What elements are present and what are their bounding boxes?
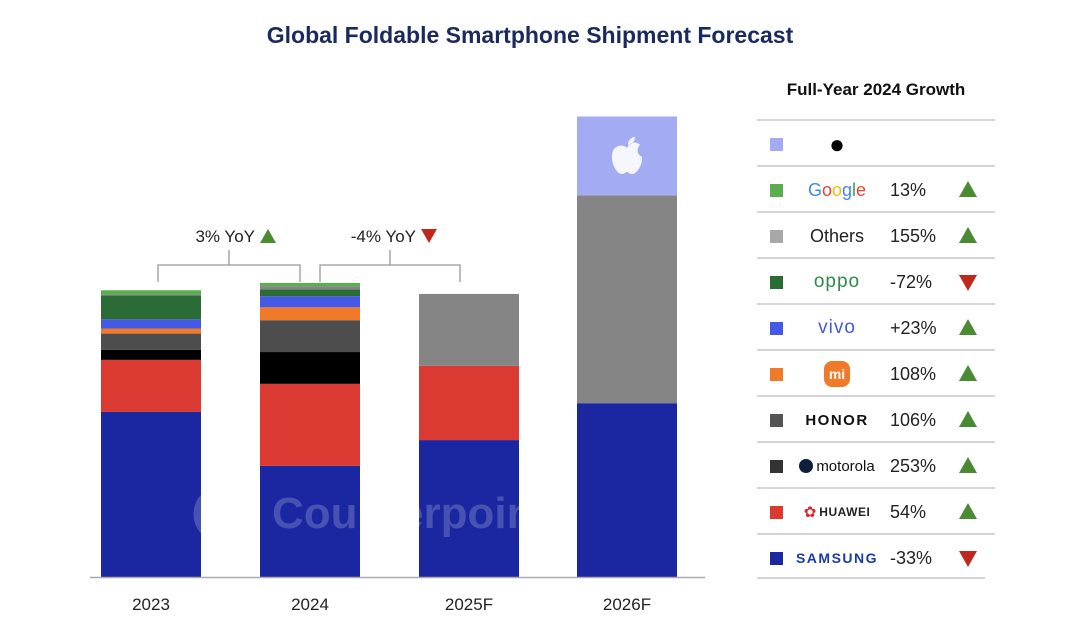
legend-swatch	[770, 138, 783, 151]
bar-segment-xiaomi-2024	[260, 307, 360, 321]
growth-row-others: Others 155%	[757, 211, 995, 259]
growth-value: 106%	[890, 410, 937, 430]
legend-swatch	[770, 276, 783, 289]
bar-segment-honor-2024	[260, 320, 360, 353]
bar-segment-huawei-2023	[101, 359, 201, 412]
growth-value: 253%	[890, 456, 937, 476]
bar-segment-samsung-2023	[101, 411, 201, 577]
x-tick-label-2023: 2023	[132, 595, 170, 614]
growth-row-mi: mi 108%	[757, 349, 995, 397]
arrow-up-icon	[959, 365, 977, 381]
brand-logo-google: Google	[807, 179, 867, 200]
arrow-down-icon	[959, 551, 977, 567]
brand-logo-huawei: ✿ HUAWEI	[803, 504, 871, 521]
arrow-up-icon	[959, 457, 977, 473]
watermark-logo-icon	[193, 485, 251, 543]
bar-segment-huawei-2025f	[419, 365, 519, 441]
arrow-up-icon	[959, 319, 977, 335]
legend-swatch	[770, 322, 783, 335]
bar-segment-xiaomi-2023	[101, 328, 201, 334]
yoy-label: 3% YoY	[195, 227, 255, 246]
x-tick-label-2025f: 2025F	[445, 595, 493, 614]
growth-value: -33%	[890, 548, 933, 568]
bar-segment-others-2026f	[577, 195, 677, 404]
brand-logo-honor: HONOR	[805, 411, 869, 429]
legend-swatch	[770, 506, 783, 519]
arrow-up-icon	[959, 503, 977, 519]
growth-value: 155%	[890, 226, 937, 246]
brand-logo-others: Others	[797, 213, 877, 259]
bar-segment-motorola-2023	[101, 349, 201, 360]
bar-segment-samsung-2026f	[577, 403, 677, 577]
brand-logo-oppo: oppo	[813, 271, 861, 292]
bar-segment-others-2025f	[419, 293, 519, 366]
bar-segment-vivo-2024	[260, 296, 360, 308]
legend-swatch	[770, 230, 783, 243]
legend-swatch	[770, 552, 783, 565]
growth-row-motorola: motorola 253%	[757, 441, 995, 489]
growth-row-huawei: ✿ HUAWEI 54%	[757, 487, 995, 535]
arrow-down-icon	[959, 275, 977, 291]
bar-segment-google-2023	[101, 290, 201, 295]
bar-segment-samsung-2024	[260, 465, 360, 577]
yoy-bracket	[319, 250, 461, 282]
brand-logo-mi: mi	[797, 351, 877, 397]
growth-row-honor: HONOR 106%	[757, 395, 995, 443]
brand-logo-motorola: motorola	[797, 443, 877, 489]
growth-value: +23%	[890, 318, 937, 338]
yoy-bracket	[157, 250, 301, 282]
bar-segment-oppo-2024	[260, 289, 360, 297]
brand-logo-apple: ●	[797, 121, 877, 167]
bar-segment-vivo-2023	[101, 319, 201, 329]
growth-value: 13%	[890, 180, 927, 200]
growth-row-samsung: SAMSUNG -33%	[757, 533, 995, 581]
bar-segment-motorola-2024	[260, 352, 360, 384]
x-tick-label-2024: 2024	[291, 595, 329, 614]
bar-segment-honor-2023	[101, 333, 201, 350]
arrow-up-icon	[260, 229, 276, 243]
brand-logo-vivo: vivo	[818, 317, 856, 338]
growth-row-apple: ●	[757, 119, 995, 167]
growth-row-vivo: vivo +23%	[757, 303, 995, 351]
growth-table-title: Full-Year 2024 Growth	[786, 80, 966, 99]
bar-segment-others-2024	[260, 286, 360, 290]
arrow-up-icon	[959, 227, 977, 243]
legend-swatch	[770, 184, 783, 197]
apple-logo-icon: ●	[829, 128, 845, 159]
arrow-up-icon	[959, 411, 977, 427]
x-tick-label-2026f: 2026F	[603, 595, 651, 614]
legend-swatch	[770, 460, 783, 473]
growth-value: 54%	[890, 502, 927, 522]
bar-segment-google-2024	[260, 282, 360, 287]
arrow-down-icon	[421, 229, 437, 243]
growth-value: 108%	[890, 364, 937, 384]
growth-value: -72%	[890, 272, 933, 292]
brand-logo-samsung: SAMSUNG	[795, 550, 879, 566]
brand-name: Others	[809, 225, 865, 246]
table-bottom-line	[757, 577, 985, 579]
bar-segment-huawei-2024	[260, 383, 360, 466]
bar-segment-samsung-2025f	[419, 440, 519, 577]
bar-segment-others-2023	[101, 294, 201, 296]
yoy-label: -4% YoY	[351, 227, 416, 246]
legend-swatch	[770, 368, 783, 381]
watermark-text: Counterpoint	[272, 489, 549, 538]
bar-chart: 2023 2024 2025F 2026F Counterpoint 3% YoY -4% …	[90, 116, 705, 614]
chart-title: Global Foldable Smartphone Shipment Fore…	[266, 22, 794, 48]
legend-swatch	[770, 414, 783, 427]
bar-segment-oppo-2023	[101, 295, 201, 320]
growth-row-google: Google 13%	[757, 165, 995, 213]
apple-logo-icon	[611, 136, 643, 174]
growth-row-oppo: oppo -72%	[757, 257, 995, 305]
arrow-up-icon	[959, 181, 977, 197]
